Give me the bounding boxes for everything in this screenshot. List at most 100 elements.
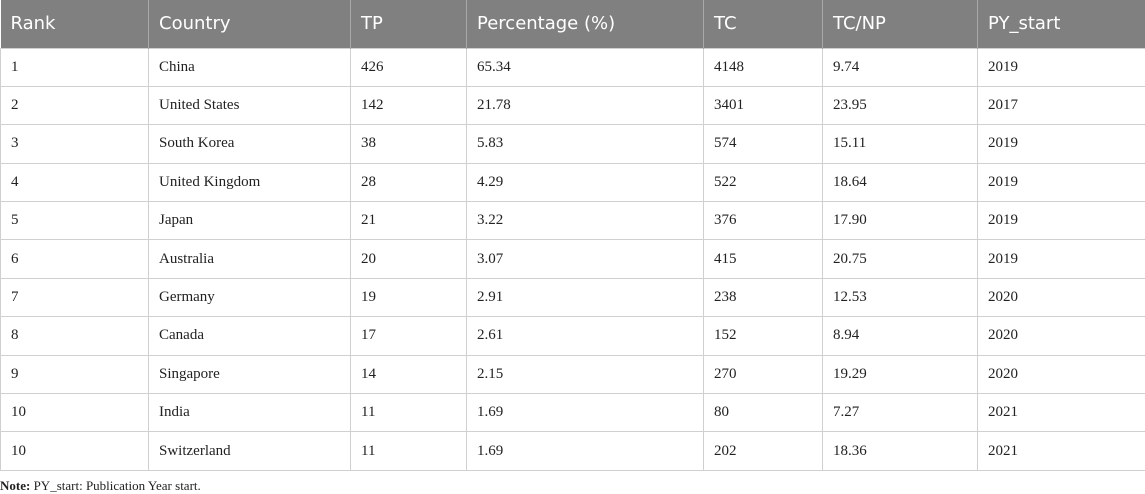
table-cell: 8 xyxy=(0,316,149,356)
table-cell: 2.61 xyxy=(466,316,704,356)
table-cell: Germany xyxy=(148,277,351,318)
table-cell: 426 xyxy=(350,47,467,87)
header-row: Rank Country TP Percentage (%) TC TC/NP PY_sta… xyxy=(0,0,1145,48)
table-cell: United States xyxy=(148,85,351,126)
table-cell: 21.78 xyxy=(466,85,704,126)
table-cell: 15.11 xyxy=(822,124,978,164)
table-cell: 152 xyxy=(703,316,823,356)
table-cell: 376 xyxy=(703,201,823,241)
table-cell: 1 xyxy=(0,47,149,87)
table-cell: 3401 xyxy=(703,85,823,126)
table-cell: 23.95 xyxy=(822,85,978,126)
table-row: 6 Australia 20 3.07 415 20.75 2019 xyxy=(0,239,1145,279)
table-cell: 2 xyxy=(0,85,149,126)
table-cell: 18.64 xyxy=(822,162,978,203)
table-cell: 28 xyxy=(350,162,467,203)
table-cell: 1.69 xyxy=(466,393,704,433)
table-cell: 2019 xyxy=(977,124,1145,164)
table-cell: 2020 xyxy=(977,277,1145,318)
table-cell: 80 xyxy=(703,393,823,433)
table-cell: 17.90 xyxy=(822,201,978,241)
table-cell: 20.75 xyxy=(822,239,978,279)
table-cell: 202 xyxy=(703,431,823,471)
table-cell: 21 xyxy=(350,201,467,241)
table-cell: 11 xyxy=(350,393,467,433)
table-row: 3 South Korea 38 5.83 574 15.11 2019 xyxy=(0,124,1145,164)
table-body: 1 China 426 65.34 4148 9.74 2019 2 United States… xyxy=(0,47,1145,471)
header-cell: Country xyxy=(148,0,351,48)
table-cell: 2020 xyxy=(977,316,1145,356)
table-cell: 14 xyxy=(350,354,467,395)
table-cell: 19 xyxy=(350,277,467,318)
header-cell: Percentage (%) xyxy=(466,0,704,48)
table-cell: China xyxy=(148,47,351,87)
table-note: Note: PY_start: Publication Year start. xyxy=(0,478,201,494)
table-cell: 17 xyxy=(350,316,467,356)
table-cell: 6 xyxy=(0,239,149,279)
table-cell: 20 xyxy=(350,239,467,279)
table-row: 10 India 11 1.69 80 7.27 2021 xyxy=(0,393,1145,433)
table-cell: 3.07 xyxy=(466,239,704,279)
header-cell: TP xyxy=(350,0,467,48)
table-cell: 4.29 xyxy=(466,162,704,203)
table-cell: Singapore xyxy=(148,354,351,395)
table-cell: 3 xyxy=(0,124,149,164)
table-cell: 8.94 xyxy=(822,316,978,356)
table-cell: 4 xyxy=(0,162,149,203)
table-cell: 3.22 xyxy=(466,201,704,241)
table-cell: Switzerland xyxy=(148,431,351,471)
table-cell: 2017 xyxy=(977,85,1145,126)
table-cell: 415 xyxy=(703,239,823,279)
table-cell: 19.29 xyxy=(822,354,978,395)
table-cell: 238 xyxy=(703,277,823,318)
table-cell: 574 xyxy=(703,124,823,164)
table-cell: Canada xyxy=(148,316,351,356)
table-row: 1 China 426 65.34 4148 9.74 2019 xyxy=(0,47,1145,87)
header-cell: PY_start xyxy=(977,0,1145,48)
table-cell: 10 xyxy=(0,431,149,471)
header-cell: TC xyxy=(703,0,823,48)
table-row: 8 Canada 17 2.61 152 8.94 2020 xyxy=(0,316,1145,356)
table-cell: 4148 xyxy=(703,47,823,87)
table-cell: 1.69 xyxy=(466,431,704,471)
table-cell: 9 xyxy=(0,354,149,395)
table-cell: 2020 xyxy=(977,354,1145,395)
table-cell: United Kingdom xyxy=(148,162,351,203)
table-row: 5 Japan 21 3.22 376 17.90 2019 xyxy=(0,201,1145,241)
table-cell: 12.53 xyxy=(822,277,978,318)
header-cell: TC/NP xyxy=(822,0,978,48)
table-cell: 38 xyxy=(350,124,467,164)
table-cell: 2019 xyxy=(977,239,1145,279)
table-row: 4 United Kingdom 28 4.29 522 18.64 2019 xyxy=(0,162,1145,203)
table-row: 9 Singapore 14 2.15 270 19.29 2020 xyxy=(0,354,1145,395)
table-cell: Australia xyxy=(148,239,351,279)
table-cell: 7 xyxy=(0,277,149,318)
table-cell: 522 xyxy=(703,162,823,203)
table-cell: Japan xyxy=(148,201,351,241)
table-row: 10 Switzerland 11 1.69 202 18.36 2021 xyxy=(0,431,1145,471)
table-cell: South Korea xyxy=(148,124,351,164)
table-cell: 142 xyxy=(350,85,467,126)
table-cell: 65.34 xyxy=(466,47,704,87)
table-row: 2 United States 142 21.78 3401 23.95 2017 xyxy=(0,85,1145,126)
table-cell: 2019 xyxy=(977,162,1145,203)
table-cell: 2019 xyxy=(977,201,1145,241)
table-cell: 10 xyxy=(0,393,149,433)
table-cell: 5.83 xyxy=(466,124,704,164)
table-cell: 5 xyxy=(0,201,149,241)
table-cell: 18.36 xyxy=(822,431,978,471)
data-table: Rank Country TP Percentage (%) TC TC/NP PY_sta… xyxy=(0,0,1145,471)
table-cell: 2.15 xyxy=(466,354,704,395)
note-text: PY_start: Publication Year start. xyxy=(33,478,201,493)
note-label: Note: xyxy=(0,478,31,493)
table-cell: 2021 xyxy=(977,393,1145,433)
header-cell: Rank xyxy=(0,0,149,48)
table-cell: 9.74 xyxy=(822,47,978,87)
table-cell: 2019 xyxy=(977,47,1145,87)
table-cell: 2.91 xyxy=(466,277,704,318)
table-cell: 7.27 xyxy=(822,393,978,433)
table-row: 7 Germany 19 2.91 238 12.53 2020 xyxy=(0,277,1145,318)
table-cell: 2021 xyxy=(977,431,1145,471)
table-cell: India xyxy=(148,393,351,433)
